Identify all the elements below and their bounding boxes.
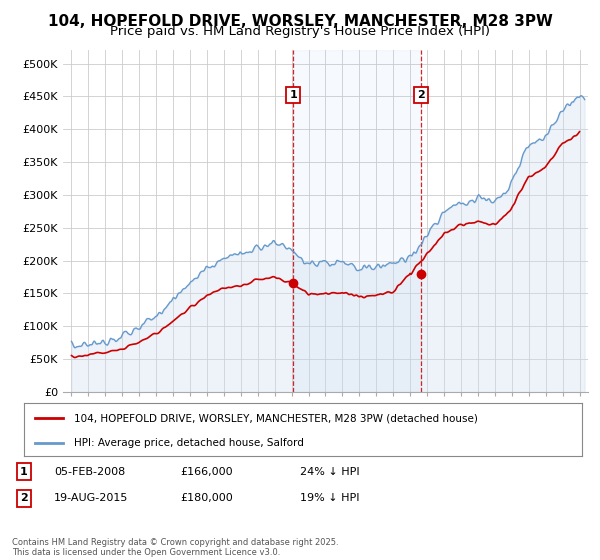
Text: HPI: Average price, detached house, Salford: HPI: Average price, detached house, Salf… — [74, 438, 304, 448]
Bar — [293, 50, 421, 392]
Text: 05-FEB-2008: 05-FEB-2008 — [54, 466, 125, 477]
Text: 19-AUG-2015: 19-AUG-2015 — [54, 493, 128, 503]
Text: Contains HM Land Registry data © Crown copyright and database right 2025.
This d: Contains HM Land Registry data © Crown c… — [12, 538, 338, 557]
Text: 1: 1 — [289, 90, 297, 100]
Text: £166,000: £166,000 — [180, 466, 233, 477]
Text: 104, HOPEFOLD DRIVE, WORSLEY, MANCHESTER, M28 3PW (detached house): 104, HOPEFOLD DRIVE, WORSLEY, MANCHESTER… — [74, 413, 478, 423]
Text: Price paid vs. HM Land Registry's House Price Index (HPI): Price paid vs. HM Land Registry's House … — [110, 25, 490, 38]
Text: 19% ↓ HPI: 19% ↓ HPI — [300, 493, 359, 503]
Text: 2: 2 — [417, 90, 425, 100]
Text: 1: 1 — [20, 466, 28, 477]
Text: 24% ↓ HPI: 24% ↓ HPI — [300, 466, 359, 477]
Text: 2: 2 — [20, 493, 28, 503]
Text: £180,000: £180,000 — [180, 493, 233, 503]
Text: 104, HOPEFOLD DRIVE, WORSLEY, MANCHESTER, M28 3PW: 104, HOPEFOLD DRIVE, WORSLEY, MANCHESTER… — [47, 14, 553, 29]
